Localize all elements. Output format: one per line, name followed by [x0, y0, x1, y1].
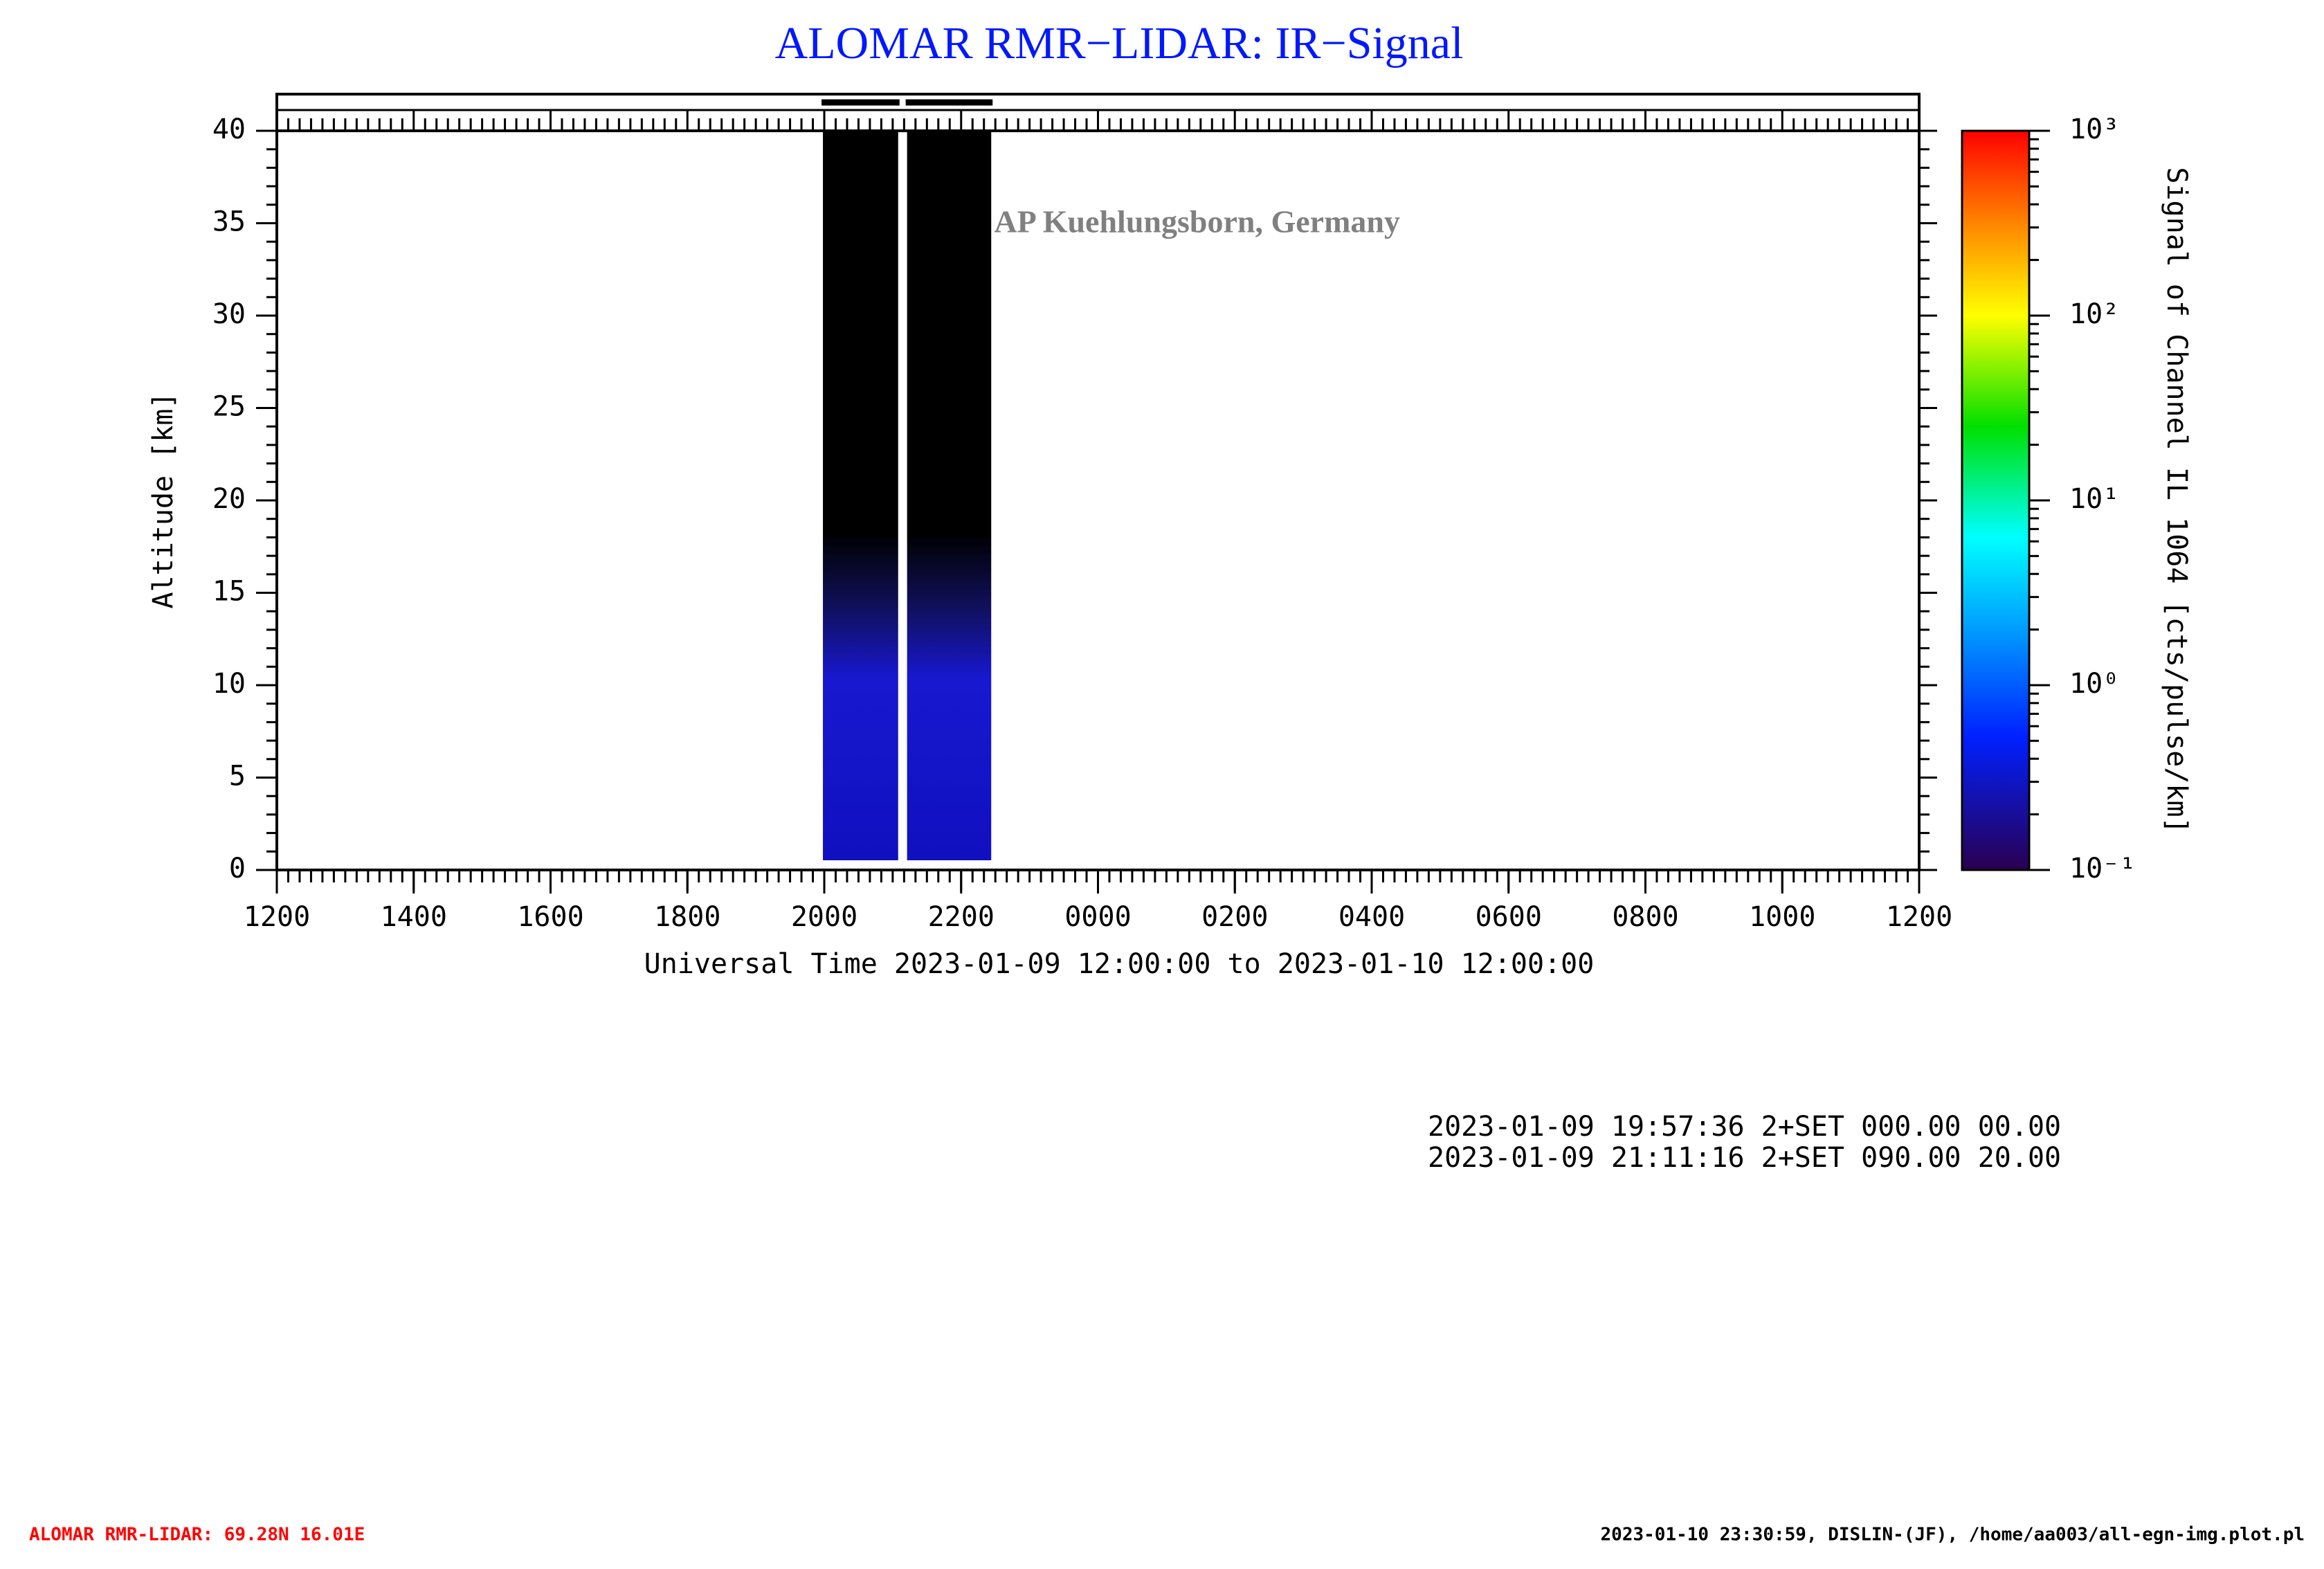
- y-tick-label: 25: [212, 391, 246, 423]
- colorbar-label: Signal of Channel IL 1064 [cts/pulse/km]: [2161, 167, 2193, 833]
- y-tick-label: 40: [212, 114, 246, 145]
- x-tick-label: 0800: [1612, 901, 1678, 933]
- chart-title: ALOMAR RMR−LIDAR: IR−Signal: [775, 18, 1464, 69]
- y-tick-label: 0: [229, 853, 246, 885]
- y-tick-label: 10: [212, 668, 246, 700]
- y-tick-label: 5: [229, 761, 246, 792]
- plot-frame: [275, 129, 1921, 871]
- colorbar-tick-label: 10⁻¹: [2069, 853, 2136, 885]
- y-axis-label: Altitude [km]: [147, 392, 179, 608]
- colorbar-tick-label: 10⁰: [2069, 668, 2119, 700]
- x-tick-label: 1200: [244, 901, 310, 933]
- watermark: ©IAP Kuehlungsborn, Germany: [958, 204, 1400, 239]
- x-tick-label: 1200: [1886, 901, 1952, 933]
- footer-right: 2023-01-10 23:30:59, DISLIN-(JF), /home/…: [1601, 1525, 2305, 1545]
- colorbar-tick-label: 10¹: [2069, 483, 2119, 515]
- x-tick-label: 0000: [1064, 901, 1131, 933]
- measurement-block: [820, 129, 901, 863]
- colorbar: [1962, 131, 2029, 870]
- x-tick-label: 2200: [928, 901, 995, 933]
- x-axis-label: Universal Time 2023-01-09 12:00:00 to 20…: [644, 948, 1595, 980]
- measurement-block: [904, 129, 995, 863]
- colorbar-tick-label: 10²: [2069, 298, 2119, 330]
- x-tick-label: 1600: [517, 901, 583, 933]
- x-tick-label: 0600: [1476, 901, 1542, 933]
- x-tick-label: 1800: [654, 901, 720, 933]
- info-line: 2023-01-09 19:57:36 2+SET 000.00 00.00: [1428, 1111, 2061, 1143]
- y-tick-label: 20: [212, 483, 246, 515]
- colorbar-tick-label: 10³: [2069, 114, 2119, 145]
- x-tick-label: 1400: [381, 901, 447, 933]
- y-tick-label: 15: [212, 576, 246, 608]
- y-tick-label: 35: [212, 206, 246, 238]
- x-tick-label: 0400: [1338, 901, 1405, 933]
- x-tick-label: 1000: [1749, 901, 1815, 933]
- x-tick-label: 2000: [791, 901, 857, 933]
- y-tick-label: 30: [212, 298, 246, 330]
- x-tick-label: 0200: [1201, 901, 1268, 933]
- footer-left: ALOMAR RMR-LIDAR: 69.28N 16.01E: [29, 1525, 365, 1545]
- info-line: 2023-01-09 21:11:16 2+SET 090.00 20.00: [1428, 1142, 2061, 1174]
